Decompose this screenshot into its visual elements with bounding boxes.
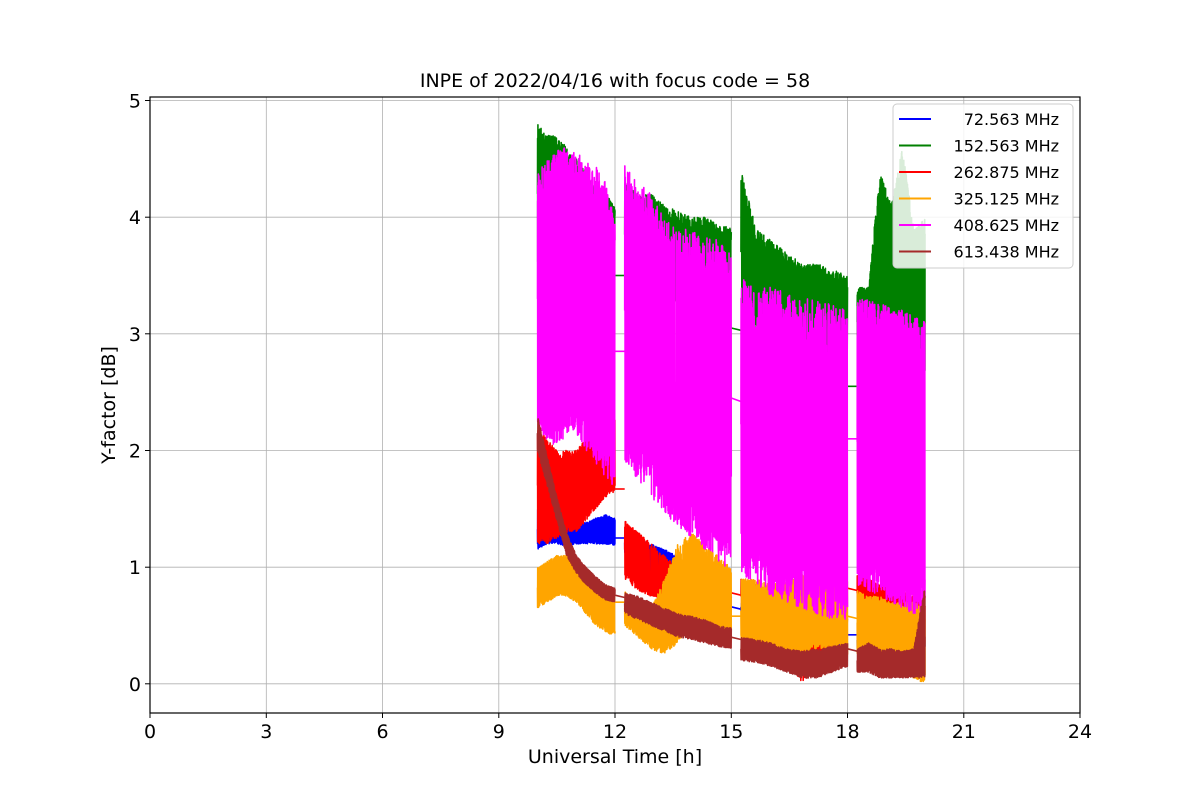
series-line — [536, 147, 616, 486]
series-line — [856, 298, 926, 615]
x-tick-label: 3 — [260, 721, 272, 743]
series-line — [856, 590, 926, 679]
y-tick-label: 3 — [129, 324, 141, 346]
y-tick-label: 4 — [129, 207, 141, 229]
x-axis-label: Universal Time [h] — [528, 746, 702, 768]
legend-label: 152.563 MHz — [954, 137, 1059, 156]
legend-label: 72.563 MHz — [964, 110, 1059, 129]
series — [536, 418, 926, 679]
series-gap-line — [847, 615, 858, 620]
x-tick-label: 12 — [603, 721, 627, 743]
series-gap-line — [731, 606, 742, 610]
y-tick-label: 5 — [129, 91, 141, 113]
y-tick-label: 2 — [129, 441, 141, 463]
y-tick-label: 1 — [129, 557, 141, 579]
series-layer — [536, 124, 926, 683]
x-tick-label: 18 — [835, 721, 859, 743]
x-tick-label: 6 — [376, 721, 388, 743]
x-tick-label: 0 — [144, 721, 156, 743]
legend-box — [892, 103, 1074, 269]
series-line — [623, 592, 733, 649]
series — [536, 147, 926, 620]
x-tick-label: 9 — [493, 721, 505, 743]
legend-label: 613.438 MHz — [954, 243, 1059, 262]
series-gap-line — [730, 397, 742, 403]
series-gap-line — [731, 636, 742, 641]
x-tick-label: 15 — [719, 721, 743, 743]
y-tick-label: 0 — [129, 674, 141, 696]
legend-label: 408.625 MHz — [954, 216, 1059, 235]
series-gap-line — [847, 648, 858, 652]
series-gap-line — [731, 592, 742, 596]
series-line — [536, 554, 616, 635]
series-gap-line — [731, 327, 742, 332]
chart-title: INPE of 2022/04/16 with focus code = 58 — [420, 70, 810, 92]
x-tick-label: 21 — [952, 721, 976, 743]
legend-label: 262.875 MHz — [954, 163, 1059, 182]
y-axis-label: Y-factor [dB] — [98, 346, 120, 465]
series-line — [536, 418, 616, 603]
series-line — [740, 279, 849, 620]
x-tick-label: 24 — [1068, 721, 1092, 743]
series-gap-line — [614, 594, 625, 599]
legend-label: 325.125 MHz — [954, 190, 1059, 209]
series-line — [623, 165, 733, 567]
legend: 72.563 MHz 152.563 MHz 262.875 MHz 325.125 … — [892, 103, 1074, 269]
series-line — [740, 637, 849, 679]
series-gap-line — [847, 587, 858, 592]
